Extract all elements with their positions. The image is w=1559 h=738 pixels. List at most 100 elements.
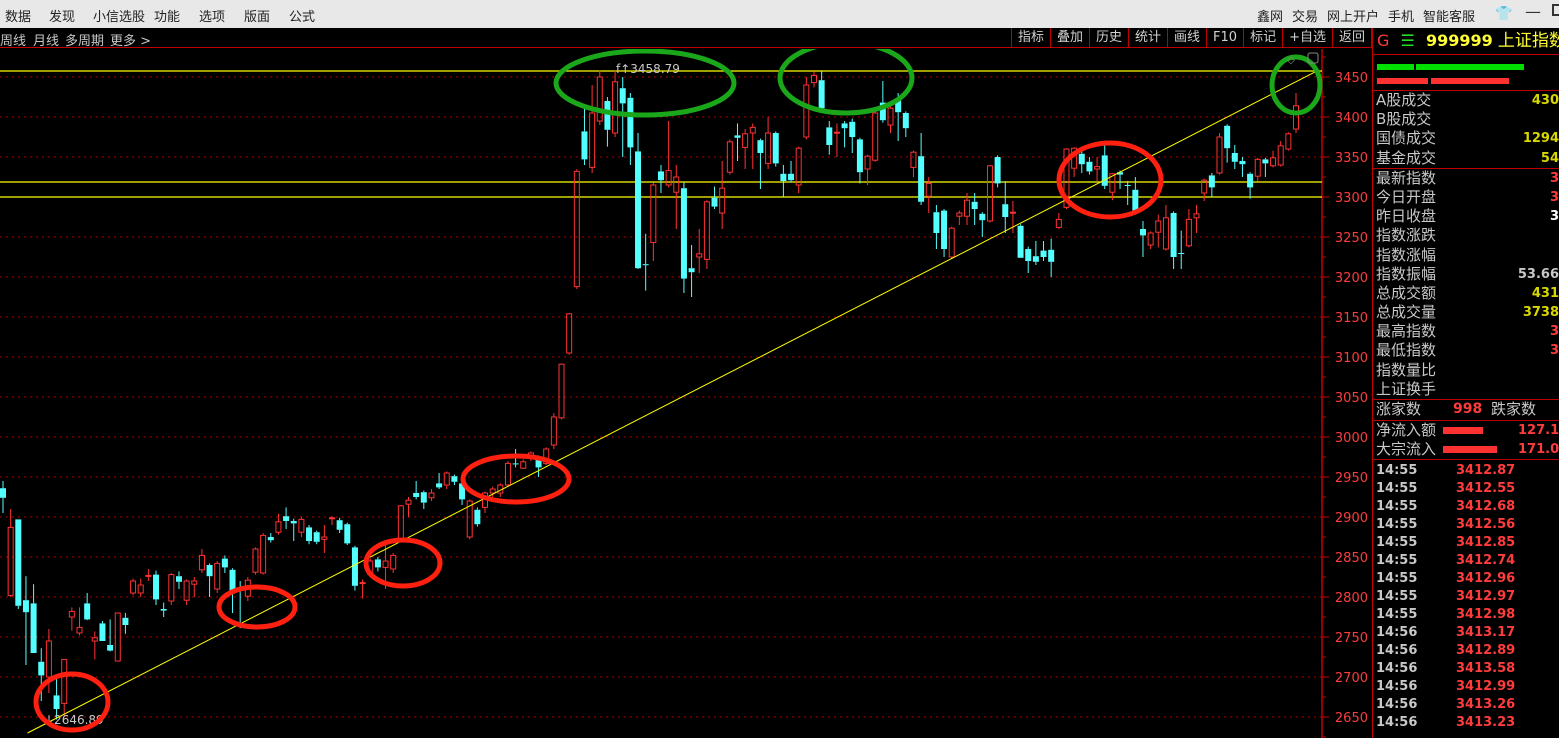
- candle: [1201, 178, 1208, 201]
- stat-row: 基金成交 54: [1373, 149, 1559, 168]
- candle: [887, 106, 894, 133]
- candle: [474, 507, 481, 527]
- volume-ratio-bars: [1373, 55, 1559, 91]
- stat-value: 53.66: [1517, 266, 1559, 282]
- candlestick-chart[interactable]: 2650 2700 2750 2800 2850 2900 2950 3000 3050 3100…: [0, 49, 1372, 738]
- period-tab[interactable]: 周线: [0, 34, 27, 49]
- diamond-icon[interactable]: ◇: [1287, 55, 1295, 66]
- menu-item-right[interactable]: 智能客服: [1423, 10, 1476, 25]
- candle: [964, 193, 971, 225]
- stat-row: B股成交: [1373, 110, 1559, 129]
- candle: [374, 557, 381, 572]
- shirt-icon[interactable]: 👕: [1495, 6, 1513, 22]
- candle: [803, 77, 810, 140]
- stat-value: 430: [1531, 93, 1559, 108]
- tick-list[interactable]: 14:55 3412.87 14:55 3412.55 14:55 3412.68 14:5…: [1373, 460, 1559, 732]
- maximize-icon[interactable]: [1552, 4, 1559, 16]
- candle: [933, 205, 940, 249]
- candle: [1239, 157, 1246, 177]
- candle: [390, 553, 397, 573]
- candle: [1048, 238, 1055, 277]
- stat-row: 指数振幅 53.66: [1373, 265, 1559, 284]
- toolbar-button[interactable]: 标记: [1244, 28, 1284, 48]
- candle: [1139, 221, 1146, 257]
- menu-item-right[interactable]: 交易: [1292, 10, 1319, 25]
- candle: [1285, 132, 1292, 151]
- candle: [84, 593, 91, 621]
- tick-row: 14:55 3412.55: [1373, 480, 1559, 498]
- toolbar-button[interactable]: 叠加: [1051, 28, 1090, 48]
- turnover-stats: A股成交 430 B股成交 国债成交 1294 基金成交 54: [1373, 91, 1559, 169]
- candle: [635, 133, 642, 269]
- candle: [719, 161, 726, 229]
- red-circle-annotation: [33, 671, 111, 733]
- stat-row: 最低指数 3: [1373, 341, 1559, 360]
- candle: [910, 150, 917, 177]
- red-bar-1: [1377, 78, 1428, 84]
- menu-item[interactable]: 公式: [289, 10, 316, 25]
- menu-item-right[interactable]: 手机: [1388, 10, 1415, 25]
- candle: [1277, 141, 1284, 167]
- flow-bar: [1443, 427, 1483, 434]
- stat-row: 指数涨跌: [1373, 226, 1559, 245]
- y-tick-label: 2950: [1335, 471, 1368, 486]
- toolbar-button[interactable]: 画线: [1168, 28, 1208, 48]
- period-tab[interactable]: 多周期: [65, 34, 105, 49]
- candle: [275, 513, 282, 535]
- stat-value: 3738: [1522, 305, 1559, 321]
- toolbar-button[interactable]: 历史: [1090, 28, 1129, 48]
- stat-value: 3: [1549, 343, 1559, 359]
- stock-code: 999999: [1425, 31, 1493, 50]
- menu-icon[interactable]: ☰: [1400, 31, 1415, 50]
- menu-item[interactable]: 版面: [244, 10, 271, 25]
- menu-item-right[interactable]: 鑫网: [1257, 10, 1284, 25]
- menu-item[interactable]: 功能: [154, 10, 181, 25]
- panel-toggle-icon[interactable]: [1307, 52, 1319, 64]
- minimize-icon[interactable]: —: [1525, 2, 1541, 21]
- menu-item[interactable]: 小信选股: [93, 10, 146, 25]
- y-tick-label: 3150: [1335, 311, 1368, 326]
- candle: [918, 133, 925, 205]
- period-tab[interactable]: 更多 >: [110, 34, 152, 49]
- stat-row: 最新指数 3: [1373, 169, 1559, 188]
- candle: [1040, 241, 1047, 261]
- candle: [313, 530, 320, 545]
- tick-price: 3412.89: [1456, 643, 1516, 659]
- candle: [1231, 145, 1238, 169]
- stat-label: 总成交额: [1376, 283, 1437, 302]
- y-tick-label: 3050: [1335, 391, 1368, 406]
- candle: [581, 105, 588, 165]
- candle: [267, 533, 274, 543]
- candle: [734, 123, 741, 161]
- period-tab[interactable]: 月线: [33, 34, 60, 49]
- stat-value: 3: [1549, 209, 1559, 225]
- toolbar-button[interactable]: F10: [1207, 28, 1245, 48]
- toolbar-button[interactable]: 指标: [1012, 28, 1051, 48]
- y-tick-label: 2750: [1335, 631, 1368, 646]
- candle: [198, 549, 205, 573]
- candle: [99, 621, 106, 641]
- tick-row: 14:55 3412.98: [1373, 606, 1559, 624]
- tick-time: 14:55: [1376, 481, 1418, 497]
- candle: [1109, 173, 1116, 201]
- tick-time: 14:55: [1376, 553, 1418, 569]
- stat-label: 总成交量: [1376, 303, 1437, 322]
- menu-item-right[interactable]: 网上开户: [1327, 10, 1380, 25]
- candle: [627, 93, 634, 165]
- tick-time: 14:56: [1376, 715, 1418, 731]
- y-tick-label: 3250: [1335, 231, 1368, 246]
- toolbar-button[interactable]: 返回: [1333, 28, 1372, 48]
- candle: [711, 186, 718, 209]
- menu-item[interactable]: 发现: [49, 10, 76, 25]
- trend-line[interactable]: [27, 69, 1320, 734]
- candle: [22, 576, 29, 665]
- toolbar-button[interactable]: +自选: [1283, 28, 1333, 48]
- candle: [1170, 211, 1177, 269]
- toolbar-button[interactable]: 统计: [1129, 28, 1169, 48]
- panel-header[interactable]: G ☰ 999999 上证指数: [1373, 28, 1559, 55]
- candle: [879, 81, 886, 123]
- menu-item[interactable]: 选项: [199, 10, 226, 25]
- tick-row: 14:55 3412.97: [1373, 588, 1559, 606]
- menu-item[interactable]: 数据: [5, 10, 32, 25]
- candle: [902, 111, 909, 137]
